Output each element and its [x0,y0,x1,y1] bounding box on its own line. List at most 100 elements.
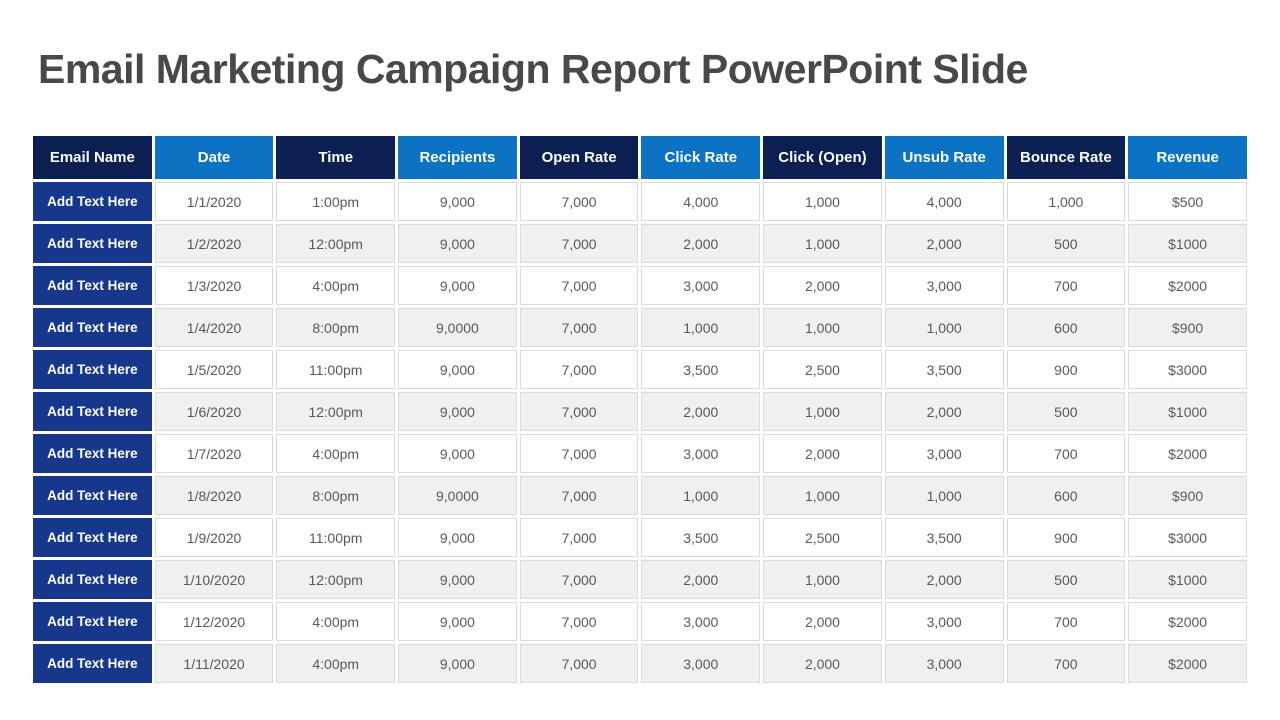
data-cell: 1,000 [884,476,1004,515]
data-cell: 1/6/2020 [154,392,274,431]
data-cell: 2,000 [763,266,882,305]
data-cell: 11:00pm [276,350,396,389]
data-cell: 1/9/2020 [154,518,274,557]
column-header-open-rate: Open Rate [519,136,639,179]
data-cell: 500 [1006,392,1126,431]
data-cell: 7,000 [519,434,639,473]
data-cell: 7,000 [519,350,639,389]
data-cell: 1,000 [763,392,882,431]
data-cell: 3,000 [641,644,761,683]
data-cell: 1/2/2020 [154,224,274,263]
data-cell: 2,000 [641,392,761,431]
column-header-bounce-rate: Bounce Rate [1006,136,1126,179]
row-label-placeholder[interactable]: Add Text Here [33,644,152,683]
data-cell: 1/3/2020 [154,266,274,305]
data-cell: 3,000 [641,602,761,641]
data-cell: 7,000 [519,266,639,305]
data-cell: 12:00pm [276,560,396,599]
row-label-placeholder[interactable]: Add Text Here [33,350,152,389]
data-cell: $2000 [1128,434,1247,473]
data-cell: 1/7/2020 [154,434,274,473]
data-cell: 7,000 [519,476,639,515]
column-header-time: Time [276,136,396,179]
data-cell: 700 [1006,434,1126,473]
column-header-email-name: Email Name [33,136,152,179]
data-cell: 4:00pm [276,266,396,305]
data-cell: 2,000 [763,644,882,683]
data-cell: 4:00pm [276,644,396,683]
data-cell: 2,000 [763,602,882,641]
row-label-placeholder[interactable]: Add Text Here [33,518,152,557]
data-cell: 3,000 [641,434,761,473]
data-cell: 12:00pm [276,224,396,263]
data-cell: 9,000 [398,350,517,389]
data-cell: 1/4/2020 [154,308,274,347]
data-cell: 2,000 [641,560,761,599]
data-cell: 4,000 [641,182,761,221]
slide-title: Email Marketing Campaign Report PowerPoi… [38,46,1028,92]
table-row: Add Text Here 1/8/2020 8:00pm 9,0000 7,000 1,… [33,476,1247,515]
data-cell: $2000 [1128,602,1247,641]
data-cell: $900 [1128,308,1247,347]
data-cell: 2,000 [884,560,1004,599]
table-row: Add Text Here 1/3/2020 4:00pm 9,000 7,000 3,0… [33,266,1247,305]
table-row: Add Text Here 1/5/2020 11:00pm 9,000 7,000 3,… [33,350,1247,389]
data-cell: 2,000 [763,434,882,473]
data-cell: $3000 [1128,350,1247,389]
data-cell: 3,000 [884,602,1004,641]
data-cell: 3,500 [641,350,761,389]
table-row: Add Text Here 1/6/2020 12:00pm 9,000 7,000 2,… [33,392,1247,431]
data-cell: 2,500 [763,518,882,557]
data-cell: $2000 [1128,266,1247,305]
table-row: Add Text Here 1/9/2020 11:00pm 9,000 7,000 3,… [33,518,1247,557]
row-label-placeholder[interactable]: Add Text Here [33,476,152,515]
table-header-row: Email Name Date Time Recipients Open Rate Cli… [33,136,1247,179]
column-header-recipients: Recipients [398,136,517,179]
data-cell: 9,0000 [398,476,517,515]
table-row: Add Text Here 1/7/2020 4:00pm 9,000 7,000 3,0… [33,434,1247,473]
table-row: Add Text Here 1/1/2020 1:00pm 9,000 7,000 4,0… [33,182,1247,221]
table-row: Add Text Here 1/10/2020 12:00pm 9,000 7,000 2… [33,560,1247,599]
data-cell: 900 [1006,350,1126,389]
data-cell: 1,000 [884,308,1004,347]
row-label-placeholder[interactable]: Add Text Here [33,560,152,599]
data-cell: 9,000 [398,560,517,599]
data-cell: 9,000 [398,266,517,305]
data-cell: 7,000 [519,560,639,599]
table-row: Add Text Here 1/11/2020 4:00pm 9,000 7,000 3,… [33,644,1247,683]
column-header-click-rate: Click Rate [641,136,761,179]
data-cell: $900 [1128,476,1247,515]
data-cell: 3,000 [884,266,1004,305]
row-label-placeholder[interactable]: Add Text Here [33,266,152,305]
data-cell: 2,000 [884,392,1004,431]
table-body: Add Text Here 1/1/2020 1:00pm 9,000 7,000 4,0… [33,182,1247,683]
data-cell: 3,000 [641,266,761,305]
data-cell: $2000 [1128,644,1247,683]
data-cell: 7,000 [519,644,639,683]
data-cell: $1000 [1128,560,1247,599]
data-cell: 7,000 [519,182,639,221]
row-label-placeholder[interactable]: Add Text Here [33,392,152,431]
data-cell: 11:00pm [276,518,396,557]
data-cell: 1/12/2020 [154,602,274,641]
email-campaign-report-table: Email Name Date Time Recipients Open Rate Cli… [30,133,1250,686]
row-label-placeholder[interactable]: Add Text Here [33,224,152,263]
row-label-placeholder[interactable]: Add Text Here [33,602,152,641]
data-cell: 7,000 [519,224,639,263]
data-cell: 1:00pm [276,182,396,221]
data-cell: 9,0000 [398,308,517,347]
data-cell: 2,500 [763,350,882,389]
data-cell: 600 [1006,476,1126,515]
data-cell: 1/1/2020 [154,182,274,221]
column-header-click-open: Click (Open) [763,136,882,179]
row-label-placeholder[interactable]: Add Text Here [33,182,152,221]
data-cell: 9,000 [398,644,517,683]
data-cell: 1,000 [763,560,882,599]
row-label-placeholder[interactable]: Add Text Here [33,308,152,347]
table-row: Add Text Here 1/12/2020 4:00pm 9,000 7,000 3,… [33,602,1247,641]
data-cell: 700 [1006,602,1126,641]
data-cell: 1,000 [1006,182,1126,221]
data-cell: 700 [1006,266,1126,305]
row-label-placeholder[interactable]: Add Text Here [33,434,152,473]
